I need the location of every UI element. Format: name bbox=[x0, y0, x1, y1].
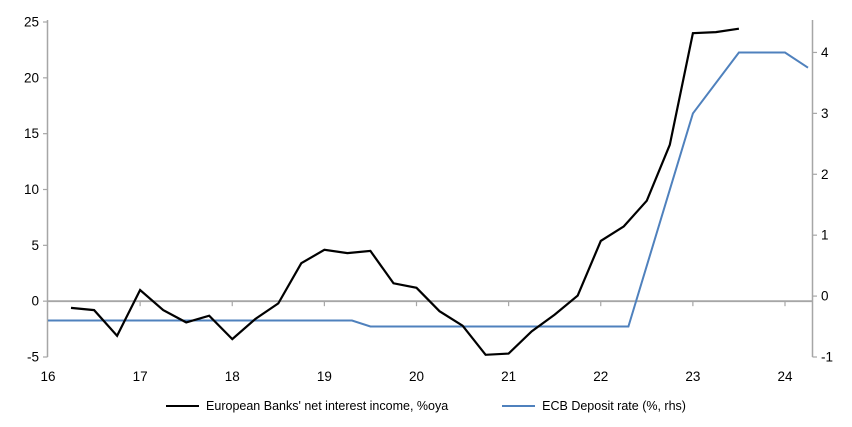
x-axis-tick-label: 22 bbox=[593, 369, 608, 384]
right-axis-tick-label: 0 bbox=[821, 289, 829, 304]
x-axis-tick-label: 21 bbox=[501, 369, 516, 384]
left-axis-tick-label: -5 bbox=[27, 350, 39, 365]
x-axis-tick-label: 24 bbox=[777, 369, 793, 384]
series-line-european-banks-net-interest-income-oya bbox=[70, 27, 740, 356]
legend-label: European Banks' net interest income, %oy… bbox=[206, 399, 449, 413]
legend-label: ECB Deposit rate (%, rhs) bbox=[542, 399, 686, 413]
right-axis-tick-label: 2 bbox=[821, 167, 829, 182]
right-axis-tick-label: 4 bbox=[821, 45, 829, 60]
series-line-ecb-deposit-rate-rhs bbox=[48, 51, 809, 328]
legend-line-sample-blue bbox=[502, 405, 536, 407]
right-axis: -1 0 1 2 3 4 bbox=[811, 20, 833, 365]
legend-item-net-interest-income: European Banks' net interest income, %oy… bbox=[166, 399, 448, 413]
chart-legend: European Banks' net interest income, %oy… bbox=[0, 393, 852, 419]
legend-line-sample-black bbox=[166, 405, 200, 407]
right-axis-tick-label: 3 bbox=[821, 106, 829, 121]
x-axis-tick-label: 17 bbox=[133, 369, 148, 384]
left-axis-tick-label: 10 bbox=[24, 182, 39, 197]
x-axis-tick-label: 20 bbox=[409, 369, 424, 384]
x-axis-tick-label: 23 bbox=[685, 369, 700, 384]
right-axis-tick-label: -1 bbox=[821, 350, 833, 365]
left-axis-tick-label: 20 bbox=[24, 70, 39, 85]
x-axis-labels: 16 17 18 19 20 21 22 23 24 bbox=[40, 369, 793, 384]
left-axis: -5 0 5 10 15 20 25 bbox=[24, 15, 49, 365]
right-axis-tick-label: 1 bbox=[821, 228, 829, 243]
left-axis-tick-label: 25 bbox=[24, 15, 39, 30]
x-axis-tick-label: 16 bbox=[40, 369, 55, 384]
x-axis-tick-label: 19 bbox=[317, 369, 332, 384]
left-axis-tick-label: 5 bbox=[31, 238, 39, 253]
x-axis-tick-label: 18 bbox=[225, 369, 240, 384]
left-axis-tick-label: 15 bbox=[24, 126, 39, 141]
legend-item-ecb-deposit-rate: ECB Deposit rate (%, rhs) bbox=[502, 399, 686, 413]
x-axis-ticks bbox=[139, 301, 786, 307]
left-axis-tick-label: 0 bbox=[31, 294, 39, 309]
